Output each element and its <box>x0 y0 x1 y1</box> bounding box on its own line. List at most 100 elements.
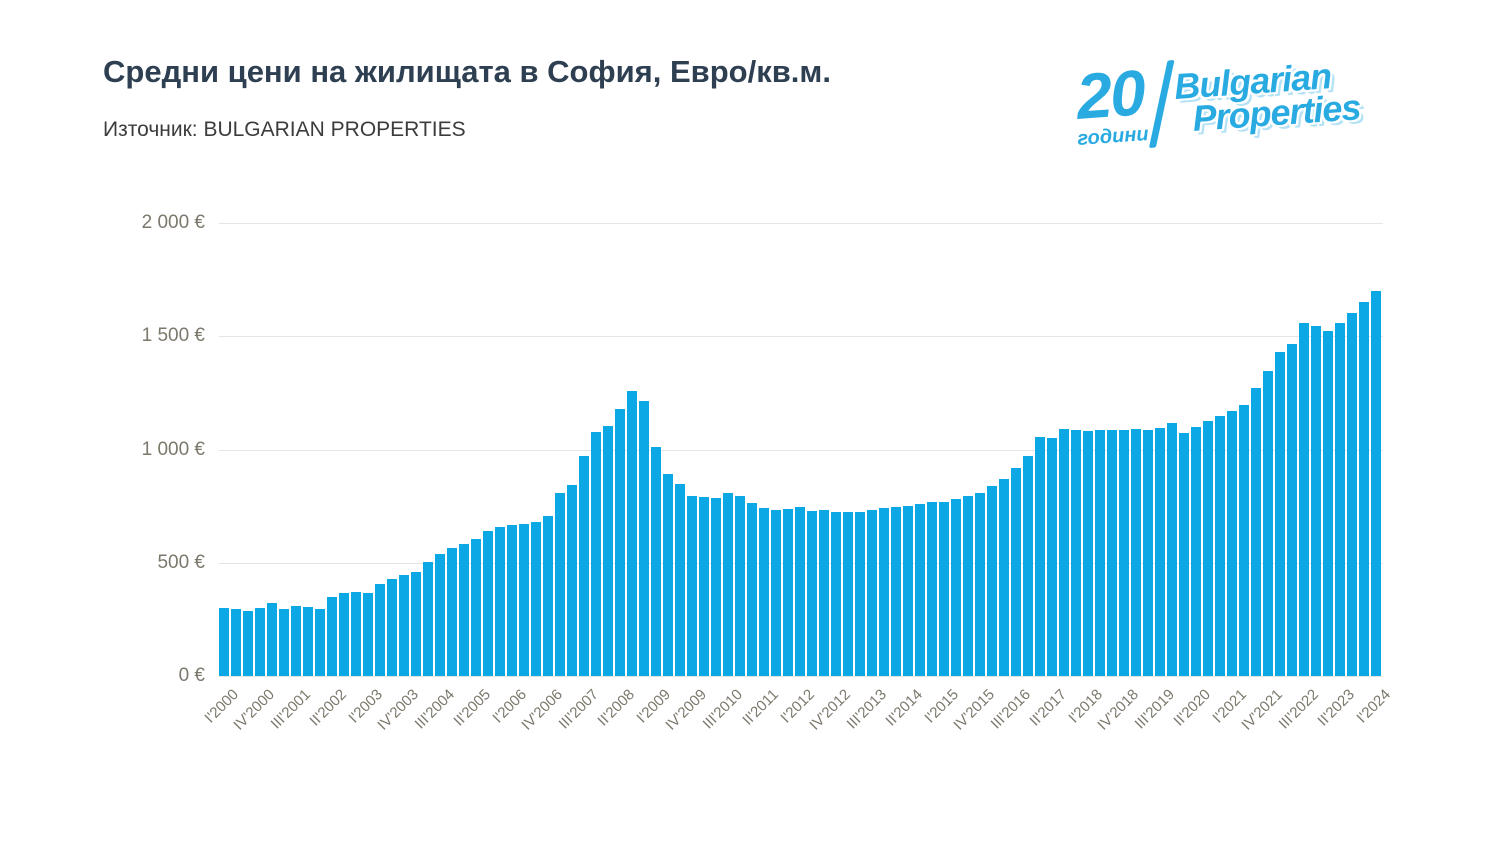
x-axis-label-III'2022: III'2022 <box>1275 686 1323 733</box>
bar-IV'2004 <box>447 548 458 676</box>
bar-II'2023 <box>1335 322 1346 676</box>
x-axis-label-II'2011: II'2011 <box>739 686 783 729</box>
bar-I'2001 <box>267 602 278 676</box>
bar-IV'2015 <box>975 493 986 676</box>
x-axis-label-III'2001: III'2001 <box>267 686 315 733</box>
bar-IV'2022 <box>1311 326 1322 676</box>
bar-III'2022 <box>1299 322 1310 676</box>
source-label: Източник: BULGARIAN PROPERTIES <box>103 118 466 141</box>
bar-I'2015 <box>939 501 950 676</box>
x-axis-label-II'2002: II'2002 <box>306 686 351 730</box>
bar-IV'2000 <box>255 608 266 676</box>
bar-III'2000 <box>243 610 254 676</box>
x-axis-label-II'2014: II'2014 <box>882 686 927 730</box>
bar-I'2022 <box>1275 351 1286 676</box>
bar-II'2014 <box>903 506 914 676</box>
gridline-1500 <box>219 336 1383 338</box>
bar-IV'2023 <box>1359 301 1370 676</box>
bar-III'2005 <box>483 531 494 676</box>
bar-I'2010 <box>699 497 710 676</box>
bar-II'2009 <box>663 474 674 676</box>
bar-II'2006 <box>519 523 530 676</box>
bar-I'2017 <box>1035 436 1046 676</box>
bar-II'2001 <box>279 609 290 676</box>
plot-area: 0 €500 €1 000 €1 500 €2 000 € I'2000 IV'20… <box>142 212 1394 734</box>
bar-II'2010 <box>711 497 722 676</box>
bar-III'2004 <box>435 553 446 676</box>
gridline-0 <box>219 676 1383 677</box>
bar-III'2013 <box>867 509 878 676</box>
bar-I'2012 <box>795 506 806 676</box>
bar-IV'2021 <box>1263 371 1274 676</box>
bar-I'2024 <box>1371 290 1382 676</box>
bar-IV'2013 <box>879 508 890 676</box>
x-axis-label-III'2004: III'2004 <box>411 686 459 733</box>
bar-I'2008 <box>603 425 614 676</box>
bar-I'2009 <box>651 446 662 676</box>
bar-I'2014 <box>891 506 902 676</box>
gridline-1000 <box>219 449 1383 451</box>
gridline-2000 <box>219 223 1383 224</box>
bar-II'2000 <box>231 609 242 676</box>
bar-II'2011 <box>759 508 770 676</box>
bar-III'2023 <box>1347 312 1358 676</box>
y-axis-label-500: 500 € <box>157 551 205 573</box>
bar-I'2007 <box>555 493 566 676</box>
bar-I'2006 <box>507 524 518 676</box>
x-axis-label-II'2008: II'2008 <box>594 686 639 730</box>
bar-I'2002 <box>315 608 326 676</box>
bar-III'2021 <box>1251 387 1262 676</box>
x-axis-label-III'2019: III'2019 <box>1131 686 1179 733</box>
x-axis-label-III'2007: III'2007 <box>555 686 603 733</box>
bar-II'2017 <box>1047 437 1058 676</box>
bar-II'2013 <box>855 511 866 676</box>
bar-IV'2011 <box>783 509 794 676</box>
bar-I'2003 <box>363 592 374 676</box>
bar-IV'2009 <box>687 495 698 676</box>
y-axis-label-1500: 1 500 € <box>141 325 205 347</box>
bar-I'2021 <box>1227 411 1238 676</box>
bar-IV'2001 <box>303 607 314 676</box>
x-axis-label-II'2005: II'2005 <box>450 686 495 730</box>
bar-III'2002 <box>339 593 350 676</box>
bar-IV'2020 <box>1215 415 1226 676</box>
bar-III'2001 <box>291 606 302 676</box>
bar-III'2007 <box>579 456 590 676</box>
bar-IV'2014 <box>927 501 938 676</box>
bar-III'2019 <box>1155 428 1166 676</box>
bar-IV'2008 <box>639 401 650 676</box>
bar-III'2015 <box>963 496 974 676</box>
bar-II'2007 <box>567 485 578 676</box>
bar-IV'2017 <box>1071 429 1082 676</box>
bar-III'2018 <box>1107 430 1118 676</box>
bar-III'2020 <box>1203 420 1214 676</box>
bar-IV'2018 <box>1119 430 1130 676</box>
bar-III'2008 <box>627 390 638 676</box>
bar-III'2010 <box>723 492 734 676</box>
x-axis-label-I'2024: I'2024 <box>1353 686 1395 727</box>
y-axis-label-0: 0 € <box>178 665 205 686</box>
bar-II'2002 <box>327 597 338 676</box>
bar-II'2019 <box>1143 429 1154 676</box>
bar-III'2009 <box>675 484 686 676</box>
bar-III'2016 <box>1011 467 1022 676</box>
bar-III'2003 <box>387 578 398 676</box>
bar-IV'2003 <box>399 574 410 676</box>
bar-I'2023 <box>1323 331 1334 676</box>
bar-III'2011 <box>771 509 782 676</box>
bar-I'2011 <box>747 503 758 676</box>
bar-IV'2012 <box>831 511 842 676</box>
bar-II'2004 <box>423 561 434 676</box>
bar-IV'2002 <box>351 592 362 676</box>
page-title: Средни цени на жилищата в София, Евро/кв… <box>103 54 831 89</box>
bar-II'2020 <box>1191 426 1202 676</box>
y-axis-label-2000: 2 000 € <box>141 212 205 233</box>
bar-I'2019 <box>1131 429 1142 676</box>
bar-II'2012 <box>807 510 818 676</box>
bar-I'2016 <box>987 485 998 676</box>
bar-II'2005 <box>471 538 482 676</box>
x-axis-label-II'2017: II'2017 <box>1026 686 1071 730</box>
bar-II'2021 <box>1239 405 1250 676</box>
bar-I'2004 <box>411 571 422 676</box>
